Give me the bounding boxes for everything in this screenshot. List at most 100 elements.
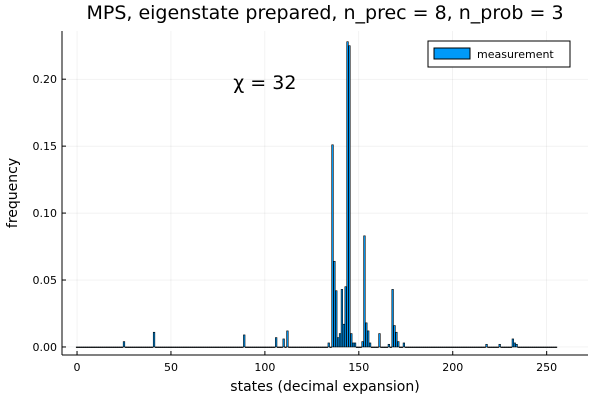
bar [258, 346, 261, 348]
bar [94, 346, 97, 348]
bar [209, 346, 212, 348]
bar [494, 346, 498, 348]
bar [539, 346, 543, 348]
bar [122, 341, 126, 348]
bar [280, 346, 283, 348]
bars [75, 41, 558, 348]
bar [273, 346, 276, 348]
bar [256, 346, 259, 348]
y-tick-label: 0.20 [33, 73, 58, 86]
bar [145, 346, 148, 348]
bar [438, 346, 441, 348]
bar [136, 346, 139, 348]
bar [337, 337, 340, 348]
bar [506, 346, 509, 348]
bar [508, 346, 511, 348]
bar [350, 333, 353, 348]
bar [374, 346, 377, 348]
bar [139, 346, 142, 348]
bar [100, 346, 103, 348]
bar [87, 346, 90, 348]
bar [352, 342, 355, 348]
bar [248, 346, 251, 348]
bar [310, 346, 313, 348]
bar [252, 346, 255, 348]
bar [92, 346, 96, 348]
bar [423, 346, 426, 348]
bar [235, 346, 238, 348]
bar [173, 346, 176, 348]
legend-swatch [433, 47, 471, 60]
bar [385, 346, 389, 348]
bar [316, 346, 319, 348]
bar [553, 346, 556, 348]
bar [276, 346, 280, 348]
bar [363, 235, 366, 348]
bar [128, 346, 131, 348]
bar [226, 346, 229, 348]
bar [243, 334, 246, 348]
bar [474, 346, 477, 348]
bar [293, 346, 297, 348]
bar [549, 346, 552, 348]
bar [132, 346, 135, 348]
bar [301, 346, 304, 348]
bar [261, 346, 265, 348]
bar [543, 346, 546, 348]
bar [387, 343, 390, 348]
chi-annotation: χ = 32 [233, 72, 296, 94]
bar [515, 343, 518, 348]
bar [81, 346, 84, 348]
bar [115, 346, 118, 348]
bar [290, 346, 293, 348]
bar [111, 346, 114, 348]
bar [421, 346, 424, 348]
bar [85, 346, 88, 348]
bar [228, 346, 231, 348]
bar [365, 322, 368, 348]
x-tick-label: 0 [74, 361, 81, 374]
bar [96, 346, 99, 348]
x-axis-label: states (decimal expansion) [230, 379, 419, 395]
bar [79, 346, 82, 348]
bar [342, 323, 345, 348]
bar [331, 144, 334, 348]
bar [504, 346, 507, 348]
bar [523, 346, 526, 348]
bar [455, 346, 458, 348]
bar [389, 346, 392, 348]
bar [205, 346, 208, 348]
bar [502, 346, 505, 348]
bar [551, 346, 554, 348]
bar [245, 346, 248, 348]
bar [333, 260, 336, 348]
bar [297, 346, 300, 348]
bar [355, 346, 359, 348]
bar [113, 346, 116, 348]
bar [254, 346, 257, 348]
bar [90, 346, 94, 348]
bar [528, 346, 531, 348]
bar [511, 338, 514, 348]
bar [141, 346, 144, 348]
bar [346, 41, 349, 348]
bar [430, 346, 434, 348]
bar [446, 346, 449, 348]
bar [284, 346, 287, 348]
y-tick-label: 0.10 [33, 207, 58, 220]
bar [444, 346, 447, 348]
x-tick-label: 100 [254, 361, 275, 374]
bar [417, 346, 421, 348]
x-tick-label: 150 [348, 361, 369, 374]
bar [147, 346, 150, 348]
bar [534, 346, 537, 348]
bar [384, 346, 387, 348]
bar [348, 45, 351, 348]
bar [393, 325, 396, 348]
bar [344, 286, 347, 348]
bar [152, 331, 156, 348]
bar [278, 346, 282, 348]
bar [391, 289, 394, 348]
bar [102, 346, 105, 348]
bar [306, 346, 310, 348]
